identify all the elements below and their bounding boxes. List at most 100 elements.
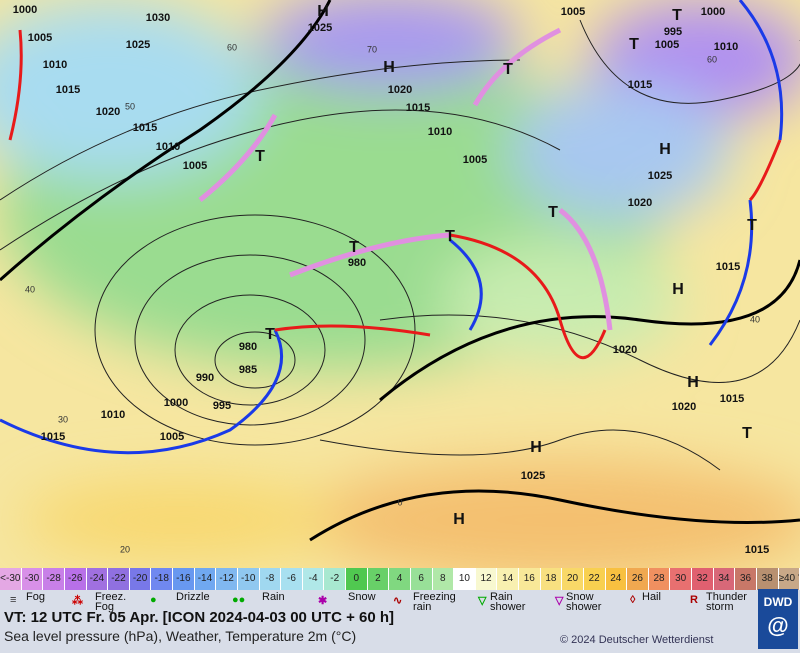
pressure-center: H [317, 3, 329, 20]
pressure-center: H [659, 141, 671, 158]
copyright: © 2024 Deutscher Wetterdienst [560, 634, 714, 646]
legend-label: Rain [262, 591, 285, 603]
pressure-label: 1020 [96, 106, 120, 118]
pressure-label: 1005 [463, 154, 487, 166]
grid-label: 60 [707, 54, 717, 64]
pressure-center: H [453, 511, 465, 528]
legend-label: Freezing rain [413, 591, 456, 613]
legend-icon: ∿ [393, 595, 403, 607]
pressure-center: T [742, 425, 752, 442]
scale-cell: 10 [454, 568, 476, 590]
pressure-label: 1000 [164, 397, 188, 409]
description: Sea level pressure (hPa), Weather, Tempe… [4, 628, 357, 644]
scale-cell: 2 [367, 568, 390, 590]
legend-label: Freez. Fog [95, 591, 127, 613]
scale-cell: 38 [756, 568, 779, 590]
scale-cell: 4 [389, 568, 411, 590]
pressure-label: 1015 [133, 122, 157, 134]
grid-label: 70 [367, 44, 377, 54]
pressure-center: T [629, 36, 639, 53]
legend-icon: ●● [232, 594, 246, 606]
pressure-label: 1000 [13, 4, 37, 16]
pressure-label: 1005 [655, 39, 679, 51]
legend-label: Rain shower [490, 591, 526, 613]
pressure-center: H [672, 281, 684, 298]
pressure-label: 995 [664, 26, 682, 38]
scale-cell: 18 [540, 568, 563, 590]
scale-cell: 12 [475, 568, 498, 590]
scale-cell: 32 [692, 568, 714, 590]
pressure-label: 1020 [388, 84, 412, 96]
weather-legend: ≡ Fog ⁂ Freez. Fog ● Drizzle ●● Rain ✱ Snow ∿ Freez… [0, 590, 756, 614]
legend-label: Snow [348, 591, 376, 603]
legend-label: Snow shower [566, 591, 602, 613]
scale-cell: 22 [583, 568, 606, 590]
legend-label: Fog [26, 591, 45, 603]
grid-label: 40 [750, 314, 760, 324]
pressure-label: 1010 [714, 41, 738, 53]
legend-label: Drizzle [176, 591, 210, 603]
scale-cell: -28 [43, 568, 65, 590]
pressure-label: 1015 [56, 84, 80, 96]
pressure-center: T [255, 148, 265, 165]
scale-cell: -18 [151, 568, 173, 590]
scale-cell: 14 [497, 568, 519, 590]
scale-cell: -10 [237, 568, 260, 590]
pressure-label: 1015 [41, 431, 65, 443]
scale-cell: 16 [519, 568, 541, 590]
pressure-center: T [265, 326, 275, 343]
legend-label: Thunder storm [706, 591, 747, 613]
grid-label: 30 [58, 414, 68, 424]
pressure-label: 1030 [146, 12, 170, 24]
legend-icon: ✱ [318, 595, 328, 607]
pressure-center: T [445, 228, 455, 245]
pressure-label: 1005 [561, 6, 585, 18]
legend-icon: ● [150, 594, 157, 606]
pressure-label: 1005 [183, 160, 207, 172]
pressure-center: H [383, 59, 395, 76]
pressure-center: H [530, 439, 542, 456]
scale-cell: -14 [194, 568, 217, 590]
scale-cell: -22 [108, 568, 130, 590]
pressure-label: 980 [348, 257, 366, 269]
legend-icon: ≡ [10, 594, 17, 606]
pressure-label: 980 [239, 341, 257, 353]
pressure-label: 1020 [628, 197, 652, 209]
scale-cell: 8 [432, 568, 455, 590]
scale-cell: -4 [302, 568, 325, 590]
scale-cell: -20 [129, 568, 152, 590]
legend-icon: ▽ [478, 595, 487, 607]
pressure-label: 1025 [648, 170, 672, 182]
pressure-label: 1025 [308, 22, 332, 34]
legend-icon: ⁂ [72, 595, 83, 607]
pressure-label: 1010 [156, 141, 180, 153]
pressure-label: 1010 [428, 126, 452, 138]
pressure-label: 1015 [745, 544, 769, 556]
scale-cell: 30 [670, 568, 692, 590]
pressure-center: T [747, 217, 757, 234]
pressure-label: 985 [239, 364, 257, 376]
logo: DWD @ [758, 589, 798, 649]
legend-icon: ◊ [630, 594, 636, 606]
scale-cell: 24 [605, 568, 628, 590]
scale-cell: -24 [86, 568, 109, 590]
pressure-label: 1010 [43, 59, 67, 71]
grid-label: 40 [25, 284, 35, 294]
scale-cell: -30 [21, 568, 44, 590]
scale-cell: 26 [627, 568, 649, 590]
valid-time: VT: 12 UTC Fr. 05 Apr. [ICON 2024-04-03 … [4, 609, 394, 626]
scale-cell: 34 [713, 568, 736, 590]
legend-icon: R [690, 594, 698, 606]
scale-cell: -2 [324, 568, 346, 590]
pressure-label: 1015 [628, 79, 652, 91]
scale-cell: -6 [281, 568, 303, 590]
pressure-label: 1015 [716, 261, 740, 273]
map: 1000100510301025101010151020101510101005… [0, 0, 800, 568]
logo-text: DWD [763, 595, 793, 609]
pressure-label: 1015 [406, 102, 430, 114]
scale-cell: 20 [562, 568, 584, 590]
pressure-label: 995 [213, 400, 231, 412]
pressure-label: 1025 [126, 39, 150, 51]
pressure-label: 1020 [672, 401, 696, 413]
pressure-label: 1000 [701, 6, 725, 18]
